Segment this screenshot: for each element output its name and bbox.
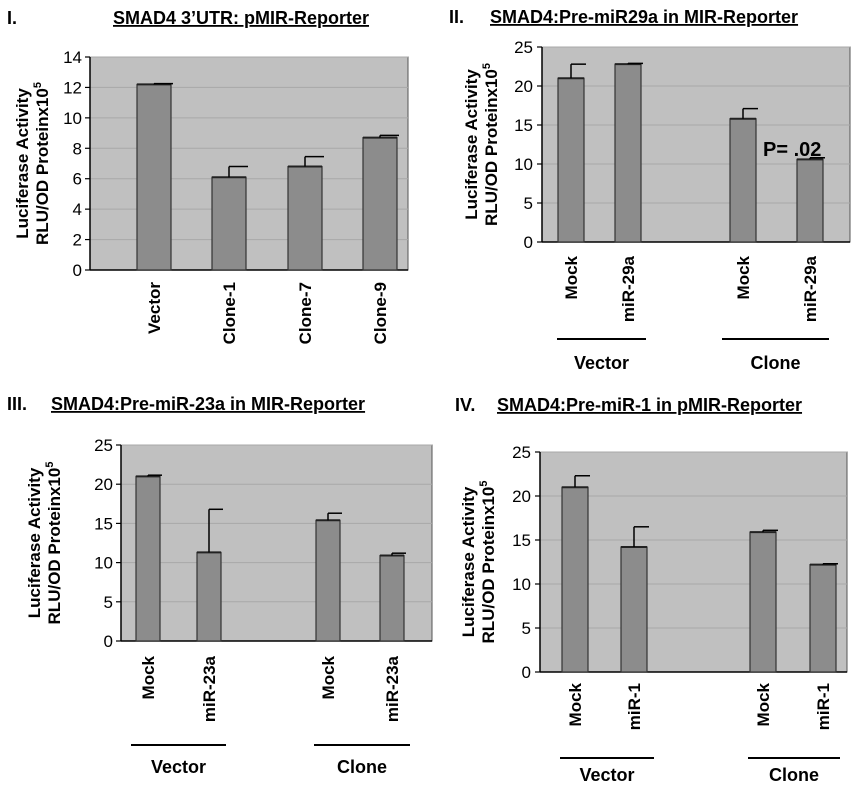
y-tick-label: 12 (63, 78, 82, 97)
y-tick-label: 25 (514, 38, 533, 57)
x-tick-label: Vector (145, 282, 164, 334)
p-value-annotation: P= .02 (763, 139, 821, 161)
y-axis-label-line2: RLU/OD Proteinx105 (44, 462, 64, 625)
y-tick-label: 15 (512, 531, 531, 550)
y-axis-label-exponent: 5 (32, 82, 44, 88)
x-tick-label: miR-1 (625, 683, 644, 730)
x-tick-label: miR-23a (200, 655, 219, 722)
y-tick-label: 20 (94, 475, 113, 494)
y-tick-label: 5 (522, 619, 531, 638)
group-label: Clone (750, 353, 800, 373)
plot-area (539, 451, 848, 673)
bar (196, 551, 222, 642)
group-label: Vector (574, 353, 629, 373)
chart-title: SMAD4 3’UTR: pMIR-Reporter (113, 8, 369, 28)
plot-area (120, 444, 433, 642)
panel-label: IV. (455, 395, 475, 415)
y-tick-label: 25 (94, 436, 113, 455)
chart-title: SMAD4:Pre-miR29a in MIR-Reporter (490, 7, 798, 27)
x-tick-label: Clone-7 (296, 282, 315, 344)
y-tick-label: 10 (94, 554, 113, 573)
bar (620, 546, 648, 673)
group-label: Vector (151, 757, 206, 777)
y-axis-label-exponent: 5 (44, 462, 56, 468)
y-tick-label: 0 (522, 663, 531, 682)
y-tick-label: 10 (512, 575, 531, 594)
y-axis-label-line2: RLU/OD Proteinx105 (478, 481, 498, 644)
y-axis-label-exponent: 5 (478, 481, 490, 487)
y-tick-label: 6 (73, 170, 82, 189)
y-tick-label: 0 (524, 233, 533, 252)
group-label: Vector (579, 765, 634, 785)
x-tick-label: miR-23a (383, 655, 402, 722)
x-tick-label: Mock (734, 255, 753, 299)
bar (614, 63, 642, 243)
y-tick-label: 20 (512, 487, 531, 506)
panel-label: II. (449, 7, 464, 27)
y-tick-label: 0 (104, 632, 113, 651)
group-label: Clone (769, 765, 819, 785)
bar (135, 475, 161, 642)
y-axis-label-line2: RLU/OD Proteinx105 (481, 63, 501, 226)
x-tick-label: miR-29a (619, 255, 638, 322)
y-tick-label: 14 (63, 48, 82, 67)
group-label: Clone (337, 757, 387, 777)
x-tick-label: Mock (562, 255, 581, 299)
y-axis-label-line1: Luciferase Activity (25, 467, 44, 618)
y-tick-label: 5 (524, 194, 533, 213)
x-tick-label: Clone-1 (220, 282, 239, 344)
panel-iii: III. SMAD4:Pre-miR-23a in MIR-Reporter 0 5 1… (7, 394, 433, 777)
bar (561, 486, 589, 673)
x-tick-label: Mock (139, 655, 158, 699)
y-tick-label: 15 (94, 514, 113, 533)
chart-title: SMAD4:Pre-miR-1 in pMIR-Reporter (497, 395, 802, 415)
x-tick-label: Mock (319, 655, 338, 699)
panel-label: I. (7, 8, 17, 28)
bar (136, 83, 172, 271)
y-axis-label-line1: Luciferase Activity (13, 88, 32, 239)
y-tick-label: 10 (63, 109, 82, 128)
y-axis-label-exponent: 5 (481, 63, 493, 69)
y-tick-label: 0 (73, 261, 82, 280)
y-tick-label: 15 (514, 116, 533, 135)
x-tick-label: Mock (566, 682, 585, 726)
y-tick-label: 5 (104, 593, 113, 612)
y-axis-label-line1: Luciferase Activity (462, 69, 481, 220)
x-tick-label: Clone-9 (371, 282, 390, 344)
bar (362, 137, 398, 271)
x-tick-label: Mock (754, 682, 773, 726)
y-axis-label-line2: RLU/OD Proteinx105 (32, 82, 52, 245)
bar (796, 158, 824, 243)
bar (557, 77, 585, 243)
y-tick-label: 10 (514, 155, 533, 174)
panel-ii: II. SMAD4:Pre-miR29a in MIR-Reporter 0 5 10 1… (449, 7, 851, 373)
y-tick-label: 2 (73, 231, 82, 250)
bar (287, 165, 323, 271)
y-tick-label: 4 (73, 200, 82, 219)
chart-title: SMAD4:Pre-miR-23a in MIR-Reporter (51, 394, 365, 414)
panel-i: I. SMAD4 3’UTR: pMIR-Reporter 0 2 4 6 8 10 12 14 L… (7, 8, 409, 344)
y-tick-label: 25 (512, 443, 531, 462)
panel-label: III. (7, 394, 27, 414)
bar (211, 176, 247, 271)
bar (315, 519, 341, 642)
bar (379, 554, 405, 642)
x-tick-label: miR-1 (814, 683, 833, 730)
y-axis-label-line1: Luciferase Activity (459, 486, 478, 637)
bar (729, 118, 757, 243)
panel-iv: IV. SMAD4:Pre-miR-1 in pMIR-Reporter 0 5 10 1… (455, 395, 848, 785)
y-tick-label: 20 (514, 77, 533, 96)
bar (809, 564, 837, 673)
y-tick-label: 8 (73, 139, 82, 158)
bar (749, 531, 777, 673)
x-tick-label: miR-29a (801, 255, 820, 322)
